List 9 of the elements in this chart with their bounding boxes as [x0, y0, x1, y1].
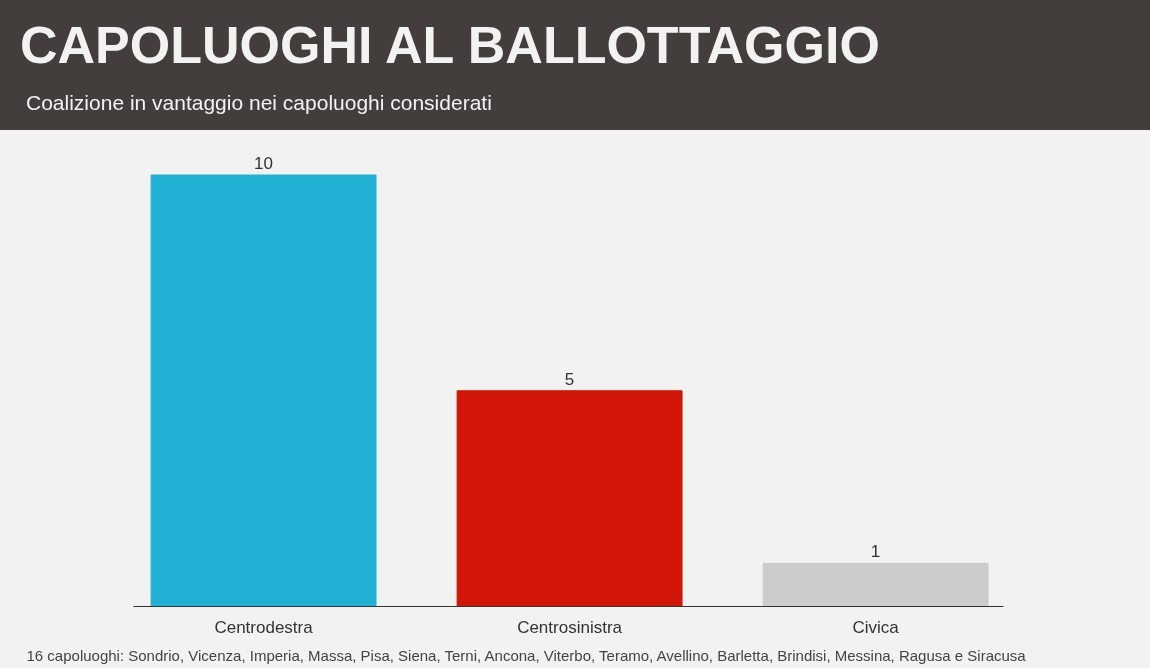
chart-subtitle: Coalizione in vantaggio nei capoluoghi considerati: [26, 90, 492, 116]
data-label: 10: [254, 154, 274, 174]
chart-title: CAPOLUOGHI AL BALLOTTAGGIO: [20, 15, 880, 76]
data-label: 5: [564, 369, 575, 389]
x-tick-label: Centrosinistra: [517, 617, 623, 637]
x-tick-label: Civica: [852, 617, 900, 637]
x-tick-label: Centrodestra: [214, 617, 314, 637]
data-label: 1: [870, 542, 881, 562]
text: 16 capoluoghi: Sondrio, Vicenza, Imperia, Massa, Pisa, Siena, Terni, Ancona, Viterbo, Teramo, Avellino, Barletta, Brindisi, Messina, Ragusa e Siracusa: [26, 646, 1027, 664]
